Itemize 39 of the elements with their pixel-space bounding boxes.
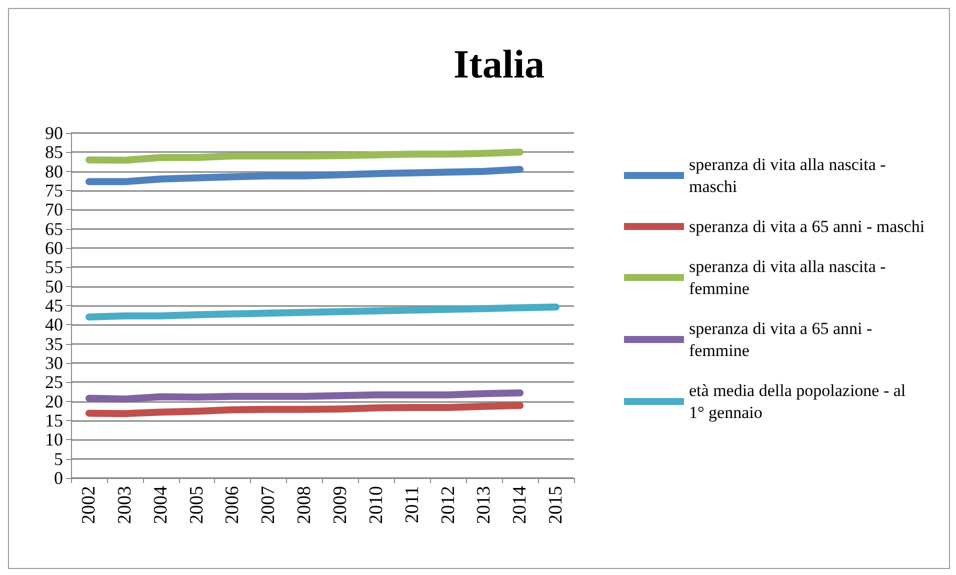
x-tick-label: 2007 bbox=[258, 486, 280, 524]
x-tick-label: 2012 bbox=[438, 486, 459, 524]
x-tick-label: 2013 bbox=[474, 486, 495, 524]
x-tick-label: 2011 bbox=[402, 486, 423, 524]
y-tick-label: 35 bbox=[45, 334, 63, 354]
chart-title: Italia bbox=[453, 42, 545, 86]
legend-label: speranza di vita a 65 anni - maschi bbox=[689, 217, 925, 236]
y-tick-label: 20 bbox=[45, 391, 63, 412]
y-tick-label: 5 bbox=[54, 448, 63, 469]
y-tick-label: 10 bbox=[45, 430, 63, 450]
y-tick-label: 15 bbox=[45, 410, 63, 430]
y-tick-label: 40 bbox=[45, 314, 63, 335]
x-tick-label: 2004 bbox=[150, 486, 172, 524]
legend-label: speranza di vita alla nascita - maschi bbox=[689, 155, 890, 196]
legend-label: speranza di vita alla nascita - femmine bbox=[689, 257, 890, 298]
x-tick-label: 2003 bbox=[114, 486, 136, 524]
x-tick-label: 2015 bbox=[546, 486, 567, 524]
y-tick-label: 90 bbox=[45, 123, 63, 143]
y-tick-label: 60 bbox=[45, 238, 63, 258]
y-tick-label: 30 bbox=[45, 353, 63, 373]
legend-label: età media della popolazione - al 1° gennaio bbox=[689, 381, 910, 422]
x-tick-label: 2008 bbox=[294, 486, 316, 524]
y-tick-label: 45 bbox=[45, 296, 63, 316]
y-tick-label: 70 bbox=[45, 200, 63, 220]
y-tick-label: 50 bbox=[45, 276, 63, 296]
x-tick-label: 2014 bbox=[510, 486, 531, 524]
y-tick-label: 75 bbox=[45, 180, 63, 200]
x-tick-label: 2005 bbox=[186, 486, 208, 524]
y-tick-label: 80 bbox=[45, 161, 63, 182]
legend-label: speranza di vita a 65 anni - femmine bbox=[689, 319, 876, 360]
y-tick-label: 25 bbox=[45, 372, 63, 392]
y-tick-label: 55 bbox=[45, 257, 63, 278]
y-tick-label: 85 bbox=[45, 142, 63, 162]
x-tick-label: 2006 bbox=[222, 486, 244, 524]
y-tick-label: 0 bbox=[54, 468, 63, 488]
x-tick-label: 2009 bbox=[330, 486, 351, 524]
x-tick-label: 2002 bbox=[78, 486, 100, 524]
y-tick-label: 65 bbox=[45, 218, 63, 239]
x-tick-label: 2010 bbox=[366, 486, 387, 524]
